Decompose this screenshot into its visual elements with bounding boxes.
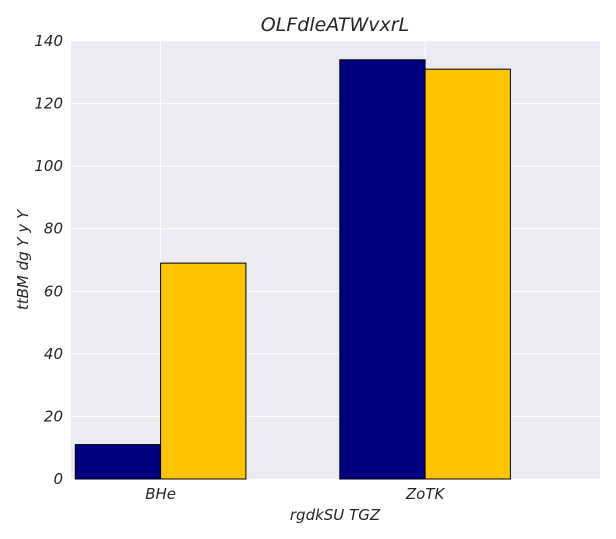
x-axis-ticks: BHe ZoTK (145, 485, 445, 503)
bar (424, 68, 511, 480)
y-axis-label: ttBM dg Y y Y (14, 208, 32, 310)
x-tick-label: BHe (145, 485, 176, 503)
y-tick-label: 120 (34, 95, 63, 113)
y-tick-label: 100 (34, 157, 63, 175)
y-tick-label: 80 (44, 220, 63, 238)
bar (160, 262, 247, 480)
bars (74, 59, 511, 480)
y-tick-label: 0 (53, 470, 63, 488)
x-tick-label: ZoTK (405, 485, 446, 503)
plot-area (71, 41, 600, 479)
y-tick-label: 60 (44, 282, 63, 300)
y-tick-label: 140 (34, 32, 63, 50)
y-tick-label: 40 (44, 345, 63, 363)
bar (339, 59, 426, 480)
y-tick-label: 20 (44, 407, 63, 425)
chart-title: OLFdleATWvxrL (261, 14, 409, 36)
y-axis-ticks: 0 20 40 60 80 100 120 140 (34, 32, 63, 488)
bar (74, 444, 162, 480)
x-axis-label: rgdkSU TGZ (290, 506, 381, 524)
